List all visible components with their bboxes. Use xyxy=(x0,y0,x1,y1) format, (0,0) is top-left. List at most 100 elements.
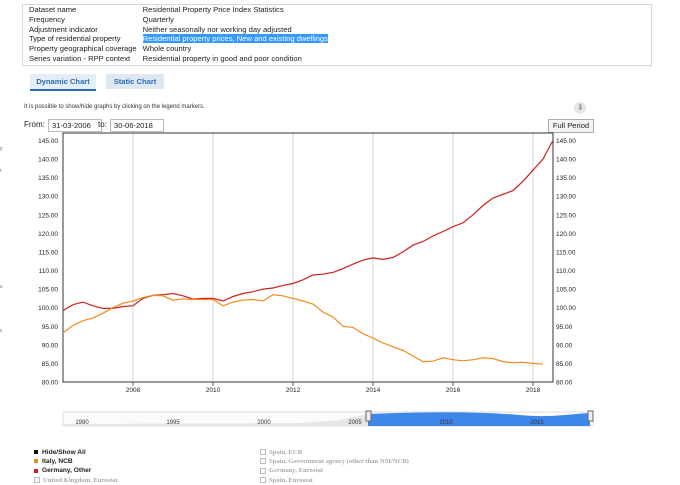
clipped-edge-text: s xyxy=(0,284,3,290)
y-tick-label-left: 100.00 xyxy=(38,305,58,312)
x-tick-label: 2008 xyxy=(126,387,141,394)
legend-marker[interactable] xyxy=(34,450,38,455)
navigator-right-handle[interactable] xyxy=(587,410,594,422)
from-date-input[interactable]: 31-03-2006 xyxy=(48,119,102,132)
y-tick-label-left: 85.00 xyxy=(42,361,59,368)
x-tick-label: 2010 xyxy=(206,387,221,394)
y-tick-label-left: 95.00 xyxy=(42,324,59,331)
legend-label: Germany, Eurostat xyxy=(269,467,324,475)
navigator-tick-label: 2015 xyxy=(530,420,544,426)
legend-active-series: Hide/Show All Italy, NCB Germany, Other Uni… xyxy=(34,448,118,485)
y-tick-label-left: 105.00 xyxy=(38,287,58,294)
y-tick-label-right: 80.00 xyxy=(556,380,573,387)
navigator-selected-area xyxy=(368,412,590,426)
legend-inactive-series: Spain, ECB Spain, Government agency (othe… xyxy=(260,448,409,485)
y-tick-label-left: 145.00 xyxy=(38,138,58,145)
to-date-input[interactable]: 30-06-2018 xyxy=(110,119,164,132)
range-navigator[interactable]: 1990 1995 2000 2005 2010 2015 xyxy=(62,410,594,427)
clipped-edge-text: y xyxy=(0,146,3,152)
legend-item[interactable]: United Kingdom, Eurostat xyxy=(34,476,118,485)
dataset-metadata-panel: Dataset name Residential Property Price I… xyxy=(22,4,652,66)
metadata-key: Dataset name xyxy=(29,5,77,14)
download-icon: ⬇ xyxy=(577,103,584,112)
legend-label: Spain, Eurostat xyxy=(269,476,313,484)
metadata-key: Adjustment indicator xyxy=(29,24,98,34)
metadata-value: Whole country xyxy=(137,44,328,54)
metadata-key: Series variation - RPP context xyxy=(29,53,131,63)
y-tick-label-left: 140.00 xyxy=(38,157,58,164)
y-tick-label-right: 140.00 xyxy=(556,157,576,164)
y-tick-label-right: 85.00 xyxy=(556,361,573,368)
legend-marker[interactable] xyxy=(260,458,266,465)
metadata-row: Type of residential property Residential … xyxy=(23,34,328,44)
legend-label: United Kingdom, Eurostat xyxy=(43,476,118,484)
y-tick-label-left: 80.00 xyxy=(42,380,59,387)
legend-label: Spain, Government agency (other than NSI… xyxy=(269,458,409,466)
metadata-value-text: Residential Property Price Index Statist… xyxy=(142,5,284,14)
tab-dynamic-chart[interactable]: Dynamic Chart xyxy=(30,74,96,91)
tab-static-chart[interactable]: Static Chart xyxy=(106,74,164,89)
x-tick-label: 2018 xyxy=(526,387,541,394)
y-tick-label-left: 90.00 xyxy=(42,342,59,349)
x-tick-label: 2016 xyxy=(446,387,461,394)
metadata-row: Adjustment indicator Neither seasonally n… xyxy=(23,25,328,35)
y-tick-label-right: 120.00 xyxy=(556,231,576,238)
series-line-italy-ncb[interactable] xyxy=(62,294,544,365)
navigator-history-area xyxy=(63,414,368,426)
legend-hint-text: It is possible to show/hide graphs by cl… xyxy=(24,104,205,110)
metadata-value-text: Quarterly xyxy=(142,14,174,24)
x-tick-label: 2012 xyxy=(286,387,301,394)
y-tick-label-left: 125.00 xyxy=(38,212,58,219)
legend-marker[interactable] xyxy=(34,459,38,464)
series-line-germany-other[interactable] xyxy=(62,140,554,312)
y-tick-label-right: 115.00 xyxy=(556,249,576,256)
from-label: From: xyxy=(24,120,45,129)
y-tick-label-right: 130.00 xyxy=(556,194,576,201)
y-tick-label-right: 125.00 xyxy=(556,212,576,219)
metadata-value-text: Neither seasonally nor working day adjus… xyxy=(142,24,292,34)
plot-frame xyxy=(62,132,554,383)
full-period-button[interactable]: Full Period xyxy=(548,119,594,133)
y-tick-label-right: 135.00 xyxy=(556,175,576,182)
legend-item[interactable]: Spain, Government agency (other than NSI… xyxy=(260,457,409,466)
legend-item[interactable]: Spain, ECB xyxy=(260,448,409,457)
y-tick-label-left: 110.00 xyxy=(39,268,59,275)
y-tick-label-left: 130.00 xyxy=(38,194,58,201)
legend-label: Spain, ECB xyxy=(269,449,302,456)
legend-item[interactable]: Hide/Show All xyxy=(34,448,118,457)
metadata-value: Neither seasonally nor working day adjus… xyxy=(137,25,328,35)
y-tick-label-right: 145.00 xyxy=(556,138,576,145)
legend-label: Italy, NCB xyxy=(42,458,73,466)
legend-label: Germany, Other xyxy=(42,467,92,475)
navigator-left-handle[interactable] xyxy=(365,410,372,422)
x-tick-label: 2014 xyxy=(366,387,381,394)
legend-item[interactable]: Italy, NCB xyxy=(34,457,118,466)
legend-item[interactable]: Germany, Other xyxy=(34,466,118,475)
legend-item[interactable]: Spain, Eurostat xyxy=(260,476,409,485)
metadata-value-text: Whole country xyxy=(142,44,192,54)
y-tick-label-left: 135.00 xyxy=(38,175,58,182)
navigator-tick-label: 2010 xyxy=(439,420,453,426)
metadata-value-text: Residential property in good and poor co… xyxy=(142,53,302,63)
metadata-row: Property geographical coverage Whole coun… xyxy=(23,44,328,54)
metadata-row: Frequency Quarterly xyxy=(23,15,328,25)
clipped-edge-text: c xyxy=(0,328,3,334)
metadata-key: Frequency xyxy=(29,14,65,24)
y-tick-label-right: 110.00 xyxy=(556,268,576,275)
download-button[interactable]: ⬇ xyxy=(574,102,586,114)
legend-marker[interactable] xyxy=(260,449,266,456)
clipped-edge-text: r xyxy=(0,168,2,174)
legend-item[interactable]: Germany, Eurostat xyxy=(260,466,409,475)
metadata-key: Type of residential property xyxy=(29,34,121,44)
navigator-tick-label: 2000 xyxy=(257,420,271,426)
metadata-value: Residential Property Price Index Statist… xyxy=(137,5,328,15)
metadata-row: Dataset name Residential Property Price I… xyxy=(23,5,328,15)
legend-marker[interactable] xyxy=(34,468,38,473)
y-tick-label-right: 95.00 xyxy=(556,324,573,331)
metadata-row: Series variation - RPP context Residentia… xyxy=(23,54,328,64)
legend-marker[interactable] xyxy=(260,467,266,474)
navigator-tick-label: 2005 xyxy=(348,420,362,426)
navigator-tick-label: 1990 xyxy=(75,420,89,426)
metadata-key: Property geographical coverage xyxy=(29,44,137,54)
to-label: to: xyxy=(98,120,107,129)
